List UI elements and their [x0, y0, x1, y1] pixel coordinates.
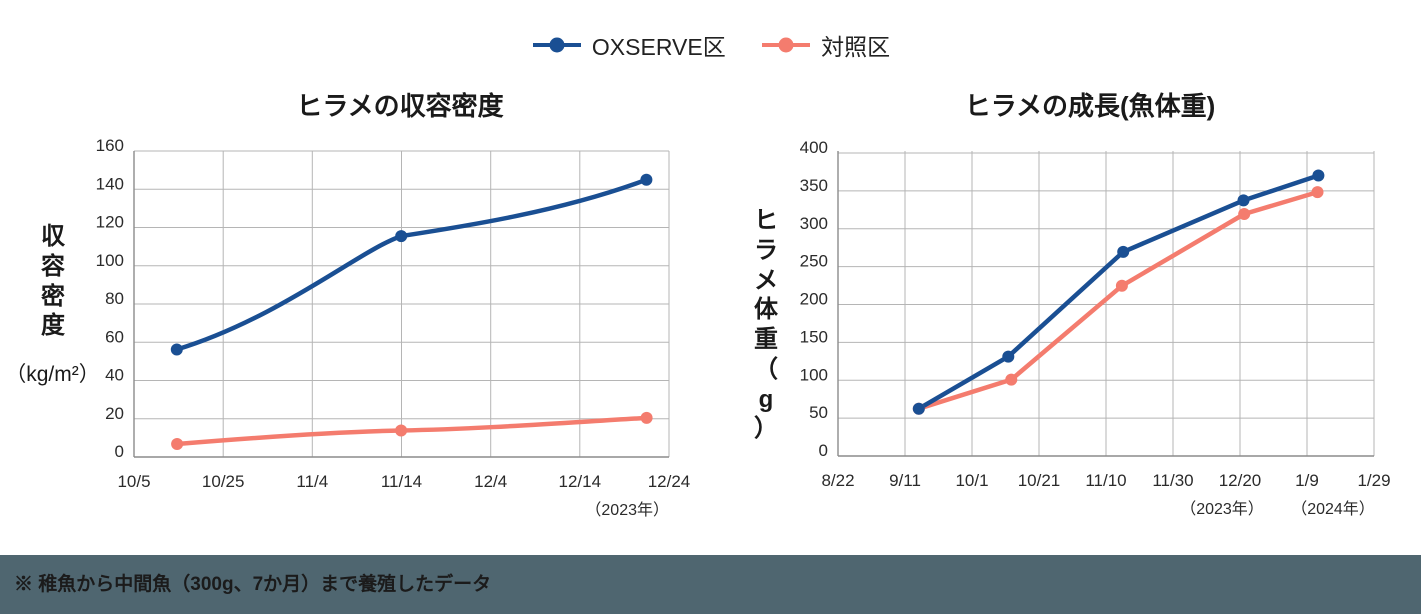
svg-text:350: 350	[800, 176, 828, 195]
svg-text:20: 20	[105, 404, 124, 423]
svg-text:10/25: 10/25	[202, 472, 245, 491]
svg-text:10/21: 10/21	[1018, 471, 1061, 490]
svg-text:9/11: 9/11	[889, 471, 921, 490]
svg-text:12/14: 12/14	[559, 472, 602, 491]
svg-text:0: 0	[819, 441, 828, 460]
svg-text:11/14: 11/14	[381, 472, 422, 491]
svg-text:10/1: 10/1	[955, 471, 988, 490]
svg-text:8/22: 8/22	[821, 471, 854, 490]
svg-text:300: 300	[800, 214, 828, 233]
svg-text:（2024年）: （2024年）	[1291, 500, 1375, 518]
svg-text:12/20: 12/20	[1219, 471, 1262, 490]
svg-text:400: 400	[800, 138, 828, 157]
svg-text:160: 160	[96, 136, 124, 155]
svg-text:80: 80	[105, 289, 124, 308]
svg-text:100: 100	[800, 365, 828, 384]
svg-text:1/29: 1/29	[1357, 471, 1390, 490]
svg-text:11/10: 11/10	[1085, 471, 1126, 490]
svg-text:11/4: 11/4	[296, 472, 328, 491]
svg-text:12/24: 12/24	[648, 472, 691, 491]
svg-text:12/4: 12/4	[474, 472, 507, 491]
svg-text:100: 100	[96, 251, 124, 270]
svg-text:120: 120	[96, 213, 124, 232]
svg-text:250: 250	[800, 252, 828, 271]
svg-text:（2023年）: （2023年）	[1180, 500, 1264, 518]
svg-text:11/30: 11/30	[1152, 471, 1193, 490]
svg-text:0: 0	[115, 442, 124, 461]
svg-text:150: 150	[800, 327, 828, 346]
svg-text:50: 50	[809, 403, 828, 422]
svg-text:40: 40	[105, 366, 124, 385]
svg-text:（2023年）: （2023年）	[585, 501, 669, 519]
svg-text:60: 60	[105, 327, 124, 346]
svg-text:140: 140	[96, 174, 124, 193]
svg-text:200: 200	[800, 290, 828, 309]
svg-text:1/9: 1/9	[1295, 471, 1319, 490]
svg-text:10/5: 10/5	[117, 472, 150, 491]
